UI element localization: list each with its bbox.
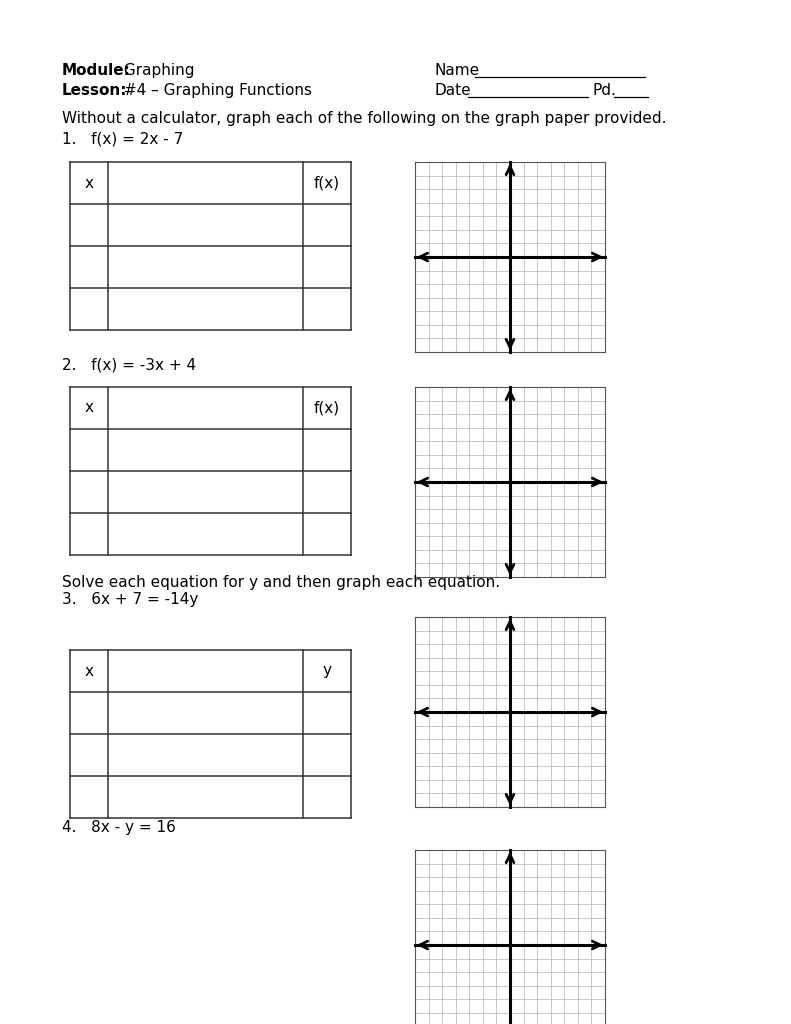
Text: x: x bbox=[85, 400, 93, 416]
Text: y: y bbox=[323, 664, 331, 679]
Text: Lesson:: Lesson: bbox=[62, 83, 127, 98]
Text: x: x bbox=[85, 664, 93, 679]
Text: #4 – Graphing Functions: #4 – Graphing Functions bbox=[119, 83, 312, 98]
Text: Solve each equation for y and then graph each equation.: Solve each equation for y and then graph… bbox=[62, 575, 500, 590]
Text: 4.   8x - y = 16: 4. 8x - y = 16 bbox=[62, 820, 176, 835]
Text: Pd.: Pd. bbox=[592, 83, 616, 98]
Text: Without a calculator, graph each of the following on the graph paper provided.: Without a calculator, graph each of the … bbox=[62, 111, 667, 126]
Text: 1.   f(x) = 2x - 7: 1. f(x) = 2x - 7 bbox=[62, 132, 184, 147]
Text: Name: Name bbox=[435, 63, 480, 78]
Text: Module:: Module: bbox=[62, 63, 131, 78]
Text: Date: Date bbox=[435, 83, 471, 98]
Text: f(x): f(x) bbox=[314, 175, 340, 190]
Text: x: x bbox=[85, 175, 93, 190]
Text: 3.   6x + 7 = -14y: 3. 6x + 7 = -14y bbox=[62, 592, 199, 607]
Text: f(x): f(x) bbox=[314, 400, 340, 416]
Text: Graphing: Graphing bbox=[119, 63, 195, 78]
Text: 2.   f(x) = -3x + 4: 2. f(x) = -3x + 4 bbox=[62, 357, 196, 372]
